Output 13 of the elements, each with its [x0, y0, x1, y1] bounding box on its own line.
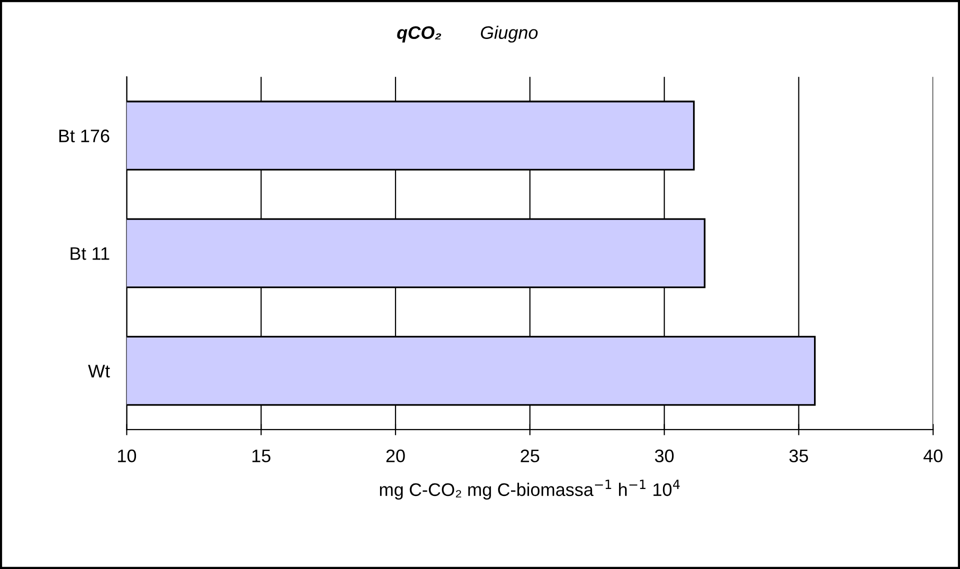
y-tick-label: Wt: [88, 364, 110, 378]
y-tick-label: Bt 176: [59, 130, 110, 142]
x-tick-label: 35: [789, 450, 808, 462]
x-axis-title: mg C-CO₂ mg C-biomassa$^{−1}$ h$^{−1}$ 10$^{4}$: [380, 480, 680, 500]
chart-title: qCO₂: [397, 26, 442, 43]
y-tick-label: Bt 11: [70, 247, 110, 260]
x-tick-label: 40: [923, 450, 942, 462]
x-tick-label: 15: [252, 450, 270, 462]
x-tick-label: 30: [654, 450, 674, 462]
x-tick-label: 25: [520, 450, 540, 462]
x-tick-label: 10: [118, 450, 136, 462]
x-tick-label: 20: [386, 450, 405, 462]
chart-subtitle: Giugno: [480, 26, 538, 43]
